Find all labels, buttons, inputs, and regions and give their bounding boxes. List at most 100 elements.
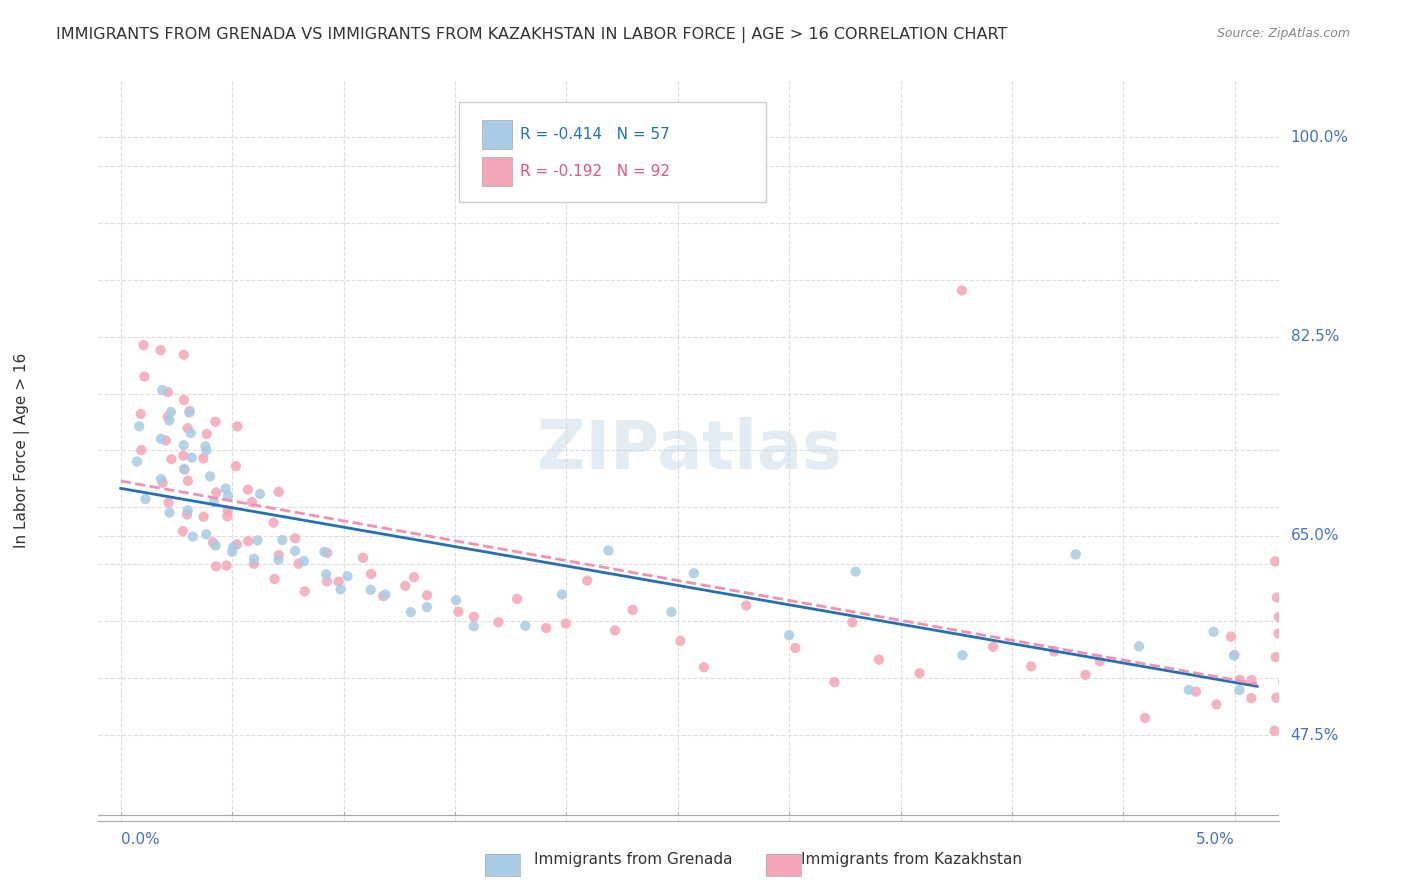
Point xyxy=(506,591,529,606)
Point xyxy=(402,570,425,584)
Point xyxy=(155,434,177,448)
Point xyxy=(1223,648,1246,663)
Point xyxy=(669,634,692,648)
Point xyxy=(201,535,224,549)
Point xyxy=(243,552,266,566)
Point xyxy=(221,545,243,559)
Point xyxy=(315,567,337,582)
Point xyxy=(236,483,259,497)
Point xyxy=(157,495,180,509)
Point xyxy=(173,462,195,476)
Point xyxy=(246,533,269,548)
Point xyxy=(195,443,218,458)
Text: Immigrants from Grenada: Immigrants from Grenada xyxy=(534,852,733,867)
Point xyxy=(416,588,439,602)
Point xyxy=(263,516,285,530)
Point xyxy=(180,450,202,465)
Point xyxy=(1064,548,1087,562)
Text: 65.0%: 65.0% xyxy=(1291,528,1339,543)
Text: 82.5%: 82.5% xyxy=(1291,329,1339,344)
Point xyxy=(576,574,599,588)
Point xyxy=(292,554,315,568)
Point xyxy=(271,533,294,547)
Point xyxy=(195,427,218,442)
Point xyxy=(134,369,156,384)
Point xyxy=(195,527,218,541)
Point xyxy=(222,540,245,554)
Point xyxy=(1177,682,1199,697)
Point xyxy=(160,452,183,467)
Text: 100.0%: 100.0% xyxy=(1291,129,1348,145)
Point xyxy=(226,419,249,434)
Text: IMMIGRANTS FROM GRENADA VS IMMIGRANTS FROM KAZAKHSTAN IN LABOR FORCE | AGE > 16 : IMMIGRANTS FROM GRENADA VS IMMIGRANTS FR… xyxy=(56,27,1008,43)
Point xyxy=(1133,711,1156,725)
Point xyxy=(416,600,439,615)
Text: ZIPatlas: ZIPatlas xyxy=(537,417,841,483)
Text: 5.0%: 5.0% xyxy=(1197,832,1234,847)
Point xyxy=(1205,698,1227,712)
Point xyxy=(373,589,395,603)
Point xyxy=(360,567,382,582)
Point xyxy=(202,495,225,509)
Point xyxy=(217,489,239,503)
Point xyxy=(159,413,181,427)
Point xyxy=(172,524,194,538)
Point xyxy=(1229,673,1251,687)
Point xyxy=(374,588,396,602)
Text: R = -0.414   N = 57: R = -0.414 N = 57 xyxy=(520,127,669,142)
Point xyxy=(284,544,307,558)
Text: Immigrants from Kazakhstan: Immigrants from Kazakhstan xyxy=(801,852,1022,867)
Text: In Labor Force | Age > 16: In Labor Force | Age > 16 xyxy=(14,353,30,548)
Point xyxy=(1074,668,1097,682)
Bar xyxy=(482,120,512,149)
Point xyxy=(173,392,195,407)
Point xyxy=(225,537,247,551)
Point xyxy=(193,509,215,524)
Point xyxy=(981,640,1004,654)
Point xyxy=(554,616,576,631)
Point xyxy=(150,472,173,486)
Point xyxy=(1264,650,1286,665)
Point xyxy=(621,603,644,617)
Point xyxy=(240,495,263,509)
Point xyxy=(156,384,179,399)
Point xyxy=(1202,624,1225,639)
Point xyxy=(659,605,682,619)
Point xyxy=(160,405,183,419)
FancyBboxPatch shape xyxy=(458,103,766,202)
Point xyxy=(399,605,422,619)
Point xyxy=(249,487,271,501)
Point xyxy=(287,557,309,571)
Point xyxy=(314,545,336,559)
Point xyxy=(551,587,574,601)
Point xyxy=(129,443,152,458)
Point xyxy=(1272,674,1295,689)
Point xyxy=(179,406,201,420)
Point xyxy=(908,666,931,681)
Point xyxy=(284,532,307,546)
Point xyxy=(336,569,359,583)
Point xyxy=(394,579,416,593)
Point xyxy=(693,660,716,674)
Point xyxy=(328,574,350,589)
Point xyxy=(463,609,485,624)
Point xyxy=(444,593,467,607)
Point xyxy=(159,506,181,520)
Point xyxy=(128,419,150,434)
Point xyxy=(267,553,290,567)
Point xyxy=(1264,554,1286,568)
Point xyxy=(952,648,974,663)
Point xyxy=(1019,659,1042,673)
Point xyxy=(150,383,173,397)
Point xyxy=(1240,691,1263,706)
Point xyxy=(598,543,620,558)
Point xyxy=(1128,640,1150,654)
Point xyxy=(463,619,485,633)
Point xyxy=(868,652,890,666)
Point xyxy=(204,415,226,429)
Point xyxy=(173,462,195,476)
Point xyxy=(132,338,155,352)
Point xyxy=(238,534,260,549)
Point xyxy=(194,439,217,453)
Point xyxy=(179,404,201,418)
